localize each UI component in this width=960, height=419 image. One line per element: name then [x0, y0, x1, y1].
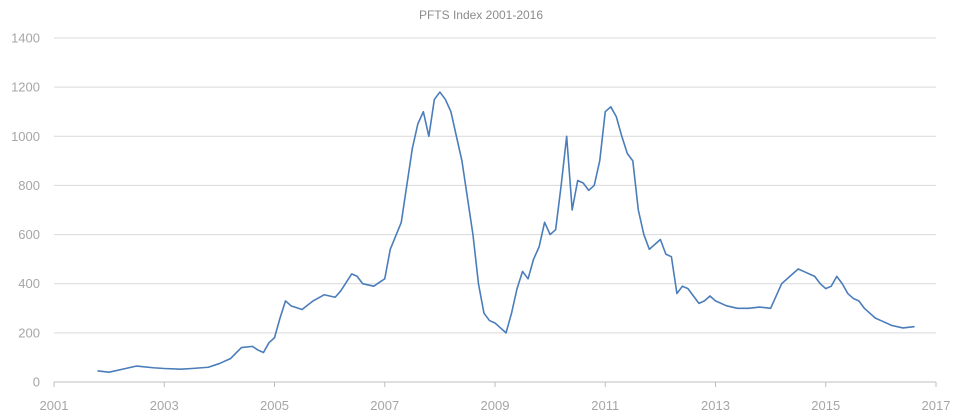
x-tick-label: 2013	[701, 398, 730, 413]
y-tick-label: 1200	[11, 80, 40, 95]
y-axis-ticks: 0 200 400 600 800 1000 1200 1400	[11, 31, 40, 390]
y-tick-label: 600	[18, 227, 40, 242]
x-tick-label: 2003	[150, 398, 179, 413]
gridlines	[54, 37, 936, 334]
x-axis-ticks: 2001 2003 2005 2007 2009 2011 2013 2015 2017	[40, 382, 951, 413]
x-tick-label: 2001	[40, 398, 69, 413]
x-tick-label: 2009	[481, 398, 510, 413]
x-tick-label: 2017	[922, 398, 951, 413]
x-tick-label: 2011	[591, 398, 619, 413]
y-tick-label: 200	[18, 325, 40, 340]
y-tick-label: 800	[18, 178, 40, 193]
series-line-pfts-index	[97, 91, 915, 373]
x-tick-label: 2015	[811, 398, 840, 413]
x-tick-label: 2007	[370, 398, 399, 413]
x-tick-label: 2005	[260, 398, 289, 413]
chart-title: PFTS Index 2001-2016	[419, 8, 543, 22]
y-tick-label: 1000	[11, 129, 40, 144]
y-tick-label: 1400	[11, 31, 40, 46]
y-tick-label: 0	[33, 375, 40, 390]
y-tick-label: 400	[18, 276, 40, 291]
